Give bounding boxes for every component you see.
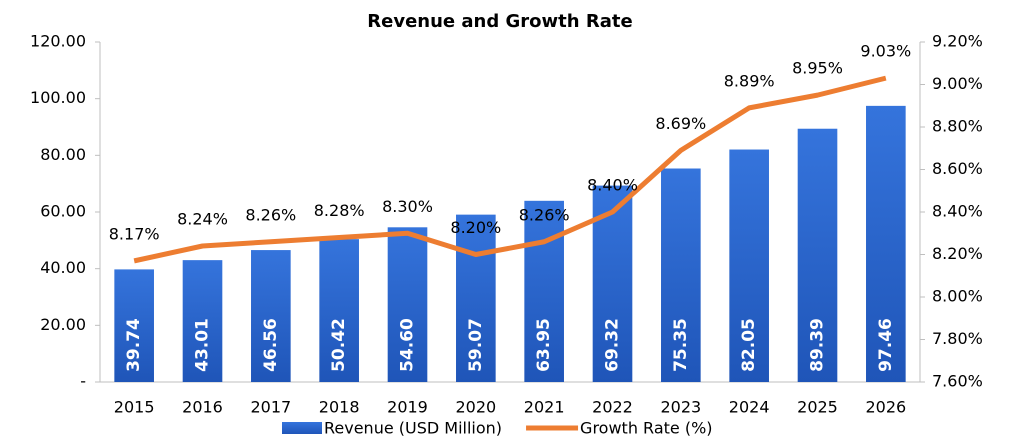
x-tick-label: 2024 [729, 398, 770, 417]
y-tick-label: 80.00 [40, 145, 86, 164]
line-label: 8.40% [587, 176, 638, 195]
x-tick-label: 2023 [660, 398, 701, 417]
bar [456, 214, 496, 382]
bar-label: 82.05 [739, 318, 759, 372]
y2-tick-label: 7.80% [932, 329, 983, 348]
bar-label: 43.01 [193, 318, 213, 372]
line-label: 8.95% [792, 59, 843, 78]
bar [729, 149, 769, 382]
legend-swatch [282, 422, 322, 434]
bar-label: 89.39 [808, 318, 828, 372]
line-label: 8.28% [314, 201, 365, 220]
x-tick-label: 2015 [114, 398, 155, 417]
line-label: 8.26% [519, 205, 570, 224]
x-tick-label: 2016 [182, 398, 223, 417]
x-tick-label: 2019 [387, 398, 428, 417]
line-label: 8.17% [109, 224, 160, 243]
bar [182, 260, 223, 382]
x-tick-label: 2017 [250, 398, 291, 417]
x-tick-label: 2021 [524, 398, 565, 417]
legend-label: Revenue (USD Million) [324, 419, 502, 438]
bar [866, 105, 906, 382]
bar [319, 239, 359, 382]
y2-tick-label: 8.20% [932, 244, 983, 263]
y-tick-label: 40.00 [40, 258, 86, 277]
bar-label: 59.07 [466, 318, 486, 372]
y-tick-label: - [80, 372, 86, 391]
line-label: 8.89% [724, 71, 775, 90]
growth-line [133, 75, 887, 264]
y-tick-label: 60.00 [40, 202, 86, 221]
line-label: 8.26% [245, 205, 296, 224]
bar [251, 250, 291, 382]
y2-tick-label: 9.00% [932, 74, 983, 93]
bar-label: 75.35 [671, 318, 691, 372]
bar-label: 50.42 [329, 318, 349, 372]
line-label: 8.20% [450, 218, 501, 237]
y-tick-label: 20.00 [40, 315, 86, 334]
bar-label: 46.56 [261, 318, 281, 372]
x-tick-label: 2020 [455, 398, 496, 417]
y-tick-label: 100.00 [30, 88, 86, 107]
x-tick-label: 2022 [592, 398, 633, 417]
legend-label: Growth Rate (%) [580, 419, 712, 438]
x-tick-label: 2025 [797, 398, 838, 417]
line-label: 9.03% [860, 42, 911, 61]
y2-tick-label: 7.60% [932, 372, 983, 391]
line-label: 8.30% [382, 197, 433, 216]
x-tick-label: 2018 [319, 398, 360, 417]
chart-title: Revenue and Growth Rate [367, 11, 632, 32]
bar [387, 227, 428, 382]
bar [797, 128, 838, 382]
bar [114, 269, 154, 382]
bar [524, 200, 564, 382]
line-label: 8.24% [177, 210, 228, 229]
x-tick-label: 2026 [865, 398, 906, 417]
bar [661, 168, 701, 382]
y2-tick-label: 8.80% [932, 117, 983, 136]
bar-label: 97.46 [876, 318, 896, 372]
y2-tick-label: 8.00% [932, 287, 983, 306]
bar-label: 63.95 [534, 318, 554, 372]
bar-label: 39.74 [124, 318, 144, 372]
y2-tick-label: 9.20% [932, 32, 983, 51]
line-label: 8.69% [655, 114, 706, 133]
bar-label: 69.32 [603, 318, 623, 372]
y2-tick-label: 8.60% [932, 159, 983, 178]
y-tick-label: 120.00 [30, 32, 86, 51]
y2-tick-label: 8.40% [932, 202, 983, 221]
bar-label: 54.60 [398, 318, 418, 372]
